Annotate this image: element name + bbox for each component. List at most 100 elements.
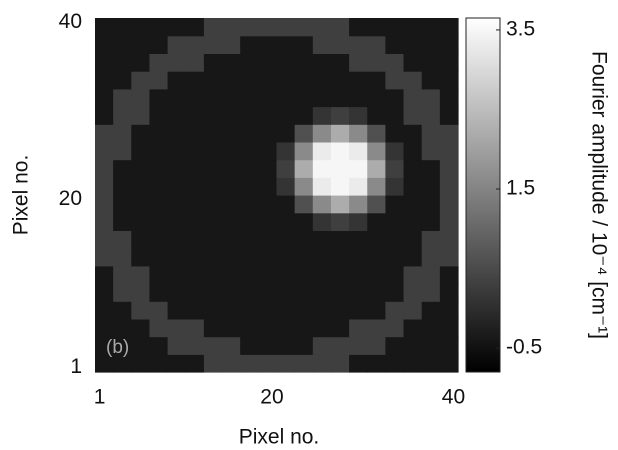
cell	[222, 301, 241, 320]
cell	[312, 318, 332, 338]
cell	[294, 124, 314, 143]
cell	[385, 71, 405, 90]
cell	[185, 318, 205, 338]
cell	[167, 88, 187, 108]
cell	[276, 318, 296, 338]
cell	[167, 71, 187, 90]
cell	[421, 106, 441, 125]
cell	[385, 354, 405, 373]
cell	[258, 212, 278, 231]
cell	[149, 212, 169, 231]
cell	[240, 88, 259, 108]
cell	[185, 336, 205, 355]
cell	[149, 88, 169, 108]
cell	[258, 18, 278, 37]
cell	[167, 177, 187, 196]
cell	[131, 318, 151, 338]
cell	[131, 53, 151, 72]
cell	[167, 53, 187, 72]
cell	[95, 35, 114, 54]
cell	[167, 283, 187, 302]
cell	[185, 301, 205, 320]
y-tick-label: 40	[59, 10, 82, 33]
cell	[222, 318, 241, 338]
cell	[149, 53, 169, 72]
cell	[258, 124, 278, 143]
cell	[294, 71, 314, 90]
cell	[167, 354, 187, 373]
cell	[203, 71, 223, 90]
cell	[403, 35, 423, 54]
cell	[385, 301, 405, 320]
cell	[439, 106, 459, 125]
cell	[113, 265, 132, 285]
cell	[312, 106, 332, 125]
cell	[167, 265, 187, 285]
cell	[149, 354, 169, 373]
cell	[330, 141, 350, 161]
cell	[349, 35, 368, 54]
cell	[185, 35, 205, 54]
cell	[294, 18, 314, 37]
cell	[276, 301, 296, 320]
cell	[258, 336, 278, 355]
cell	[149, 159, 169, 178]
cell	[240, 18, 259, 37]
cell	[222, 248, 241, 267]
cell	[113, 88, 132, 108]
cell	[149, 195, 169, 214]
cell	[330, 336, 350, 355]
cell	[167, 159, 187, 178]
cell	[421, 301, 441, 320]
cell	[330, 230, 350, 249]
cell	[113, 106, 132, 125]
cell	[222, 71, 241, 90]
cell	[330, 53, 350, 72]
cell	[421, 159, 441, 178]
cell	[403, 212, 423, 231]
cell	[439, 212, 459, 231]
cell	[203, 354, 223, 373]
cell	[131, 354, 151, 373]
cell	[349, 53, 368, 72]
cell	[113, 336, 132, 355]
cell	[403, 124, 423, 143]
cell	[276, 265, 296, 285]
cell	[185, 124, 205, 143]
cell	[167, 248, 187, 267]
cell	[276, 336, 296, 355]
cell	[258, 301, 278, 320]
cell	[385, 106, 405, 125]
cell	[276, 230, 296, 249]
cell	[294, 88, 314, 108]
cell	[95, 336, 114, 355]
cell	[385, 265, 405, 285]
cell	[439, 336, 459, 355]
cell	[222, 212, 241, 231]
cell	[294, 141, 314, 161]
cell	[276, 195, 296, 214]
y-tick-label: 1	[70, 355, 82, 378]
cell	[439, 35, 459, 54]
cell	[330, 159, 350, 178]
cell	[185, 141, 205, 161]
cell	[367, 336, 386, 355]
cell	[330, 283, 350, 302]
cell	[131, 195, 151, 214]
cell	[276, 88, 296, 108]
cell	[240, 301, 259, 320]
cell	[294, 354, 314, 373]
cell	[131, 18, 151, 37]
cell	[240, 230, 259, 249]
cell	[439, 195, 459, 214]
cell	[131, 230, 151, 249]
colorbar-label: Fourier amplitude / 10⁻⁴ [cm⁻¹]	[587, 51, 610, 339]
cell	[330, 248, 350, 267]
cell	[167, 212, 187, 231]
cell	[367, 248, 386, 267]
cell	[439, 124, 459, 143]
cell	[167, 35, 187, 54]
cell	[403, 318, 423, 338]
cell	[258, 71, 278, 90]
